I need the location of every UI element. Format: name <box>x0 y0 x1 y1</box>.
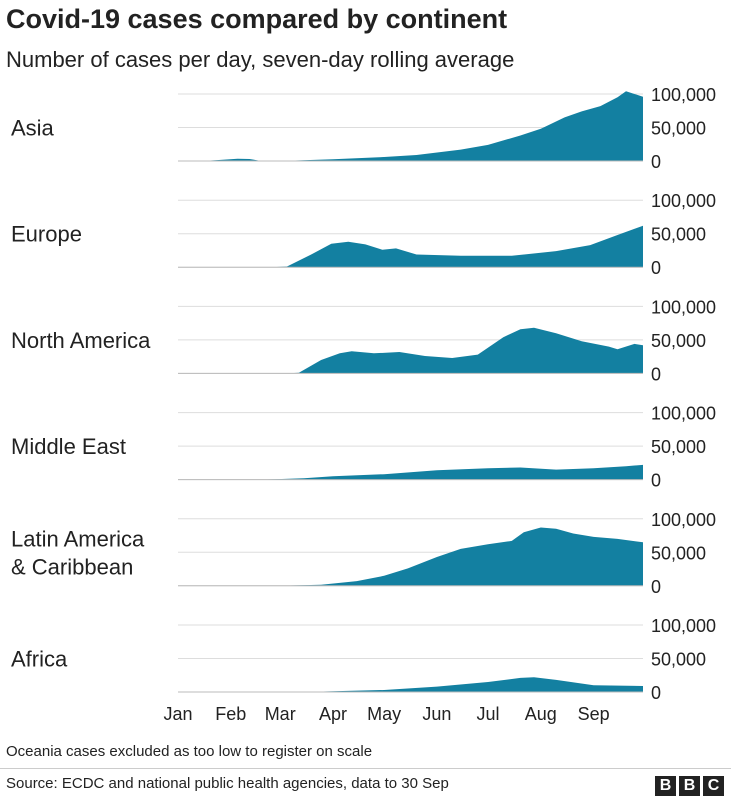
y-tick-label: 50,000 <box>651 543 706 563</box>
series-area <box>178 527 643 586</box>
x-tick-label: Jun <box>422 704 451 724</box>
series-area <box>178 91 643 161</box>
y-tick-label: 100,000 <box>651 297 716 317</box>
panel-label-line: North America <box>11 328 151 353</box>
y-tick-label: 0 <box>651 258 661 278</box>
x-tick-label: Apr <box>319 704 347 724</box>
x-tick-label: Sep <box>578 704 610 724</box>
y-tick-label: 50,000 <box>651 225 706 245</box>
x-tick-label: Mar <box>265 704 296 724</box>
y-tick-label: 100,000 <box>651 85 716 105</box>
series-area <box>178 464 643 480</box>
y-tick-label: 0 <box>651 364 661 384</box>
panel-label-line: Europe <box>11 222 82 247</box>
chart-subtitle: Number of cases per day, seven-day rolli… <box>6 47 515 72</box>
x-tick-label: Jul <box>476 704 499 724</box>
panel-label: Latin America & Caribbean <box>11 526 145 579</box>
panel-label: North America <box>11 328 151 353</box>
y-tick-label: 100,000 <box>651 191 716 211</box>
logo-letter: C <box>703 776 724 796</box>
bbc-logo: B B C <box>655 776 724 796</box>
y-tick-label: 100,000 <box>651 616 716 636</box>
y-tick-label: 100,000 <box>651 404 716 424</box>
panel-label: Africa <box>11 647 68 672</box>
chart-title: Covid-19 cases compared by continent <box>6 4 508 34</box>
x-tick-label: Aug <box>525 704 557 724</box>
panel-label-line: Africa <box>11 647 68 672</box>
x-tick-label: Feb <box>215 704 246 724</box>
footer-divider <box>0 768 731 769</box>
y-tick-label: 0 <box>651 577 661 597</box>
y-tick-label: 100,000 <box>651 510 716 530</box>
panel-label: Asia <box>11 116 55 141</box>
y-tick-label: 0 <box>651 471 661 491</box>
source-note: Source: ECDC and national public health … <box>6 775 449 792</box>
y-tick-label: 50,000 <box>651 437 706 457</box>
footnote: Oceania cases excluded as too low to reg… <box>6 743 373 760</box>
y-tick-label: 50,000 <box>651 331 706 351</box>
logo-letter: B <box>655 776 676 796</box>
y-tick-label: 50,000 <box>651 119 706 139</box>
panel-label: Europe <box>11 222 82 247</box>
panel-label-line: Asia <box>11 116 55 141</box>
y-tick-label: 0 <box>651 152 661 172</box>
y-tick-label: 50,000 <box>651 650 706 670</box>
series-area <box>178 225 643 268</box>
panel-label-line: Middle East <box>11 434 126 459</box>
panel-label-line: Latin America <box>11 526 145 551</box>
series-area <box>178 677 643 692</box>
logo-letter: B <box>679 776 700 796</box>
y-tick-label: 0 <box>651 683 661 703</box>
small-multiples-chart: 100,000 50,000 0 Asia 100,000 50,000 0 Europe 10… <box>11 85 716 724</box>
series-area <box>178 327 643 374</box>
panel-label: Middle East <box>11 434 126 459</box>
panel-label-line: & Caribbean <box>11 554 133 579</box>
x-tick-label: May <box>367 704 401 724</box>
x-tick-label: Jan <box>163 704 192 724</box>
